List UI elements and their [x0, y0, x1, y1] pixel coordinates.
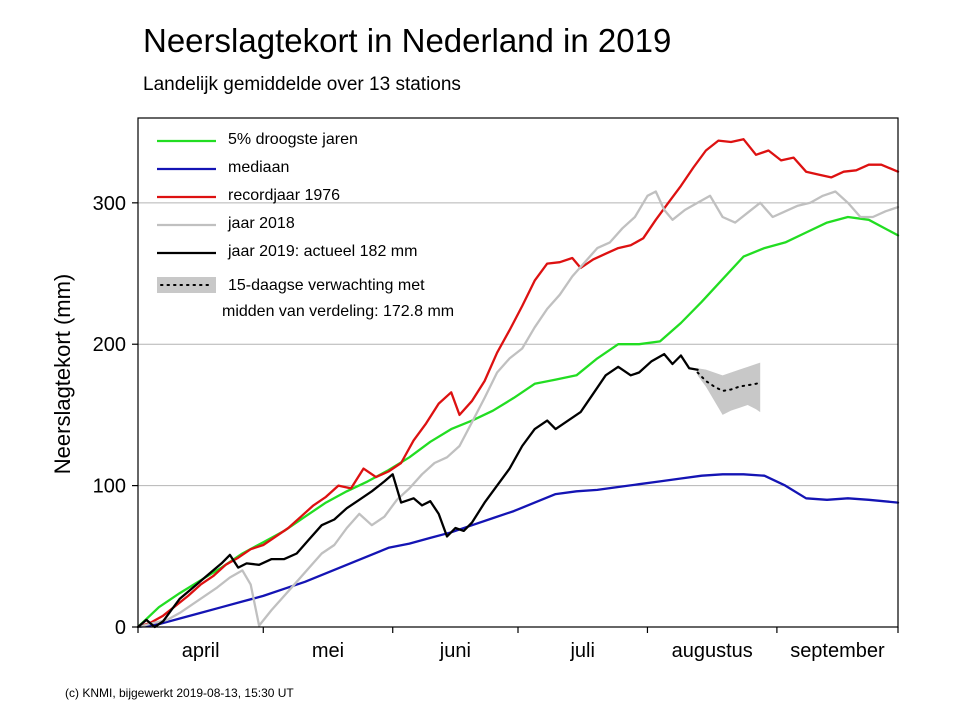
legend-label-forecast-line-2: midden van verdeling: 172.8 mm: [222, 303, 454, 320]
chart-subtitle: Landelijk gemiddelde over 13 stations: [143, 74, 461, 95]
x-tick-label-augustus: augustus: [672, 640, 753, 662]
legend: 5% droogste jaren mediaan recordjaar 1976 j…: [157, 131, 454, 320]
y-tick-label-200: 200: [93, 334, 126, 356]
legend-label-jaar-2019-actueel-182-mm: jaar 2019: actueel 182 mm: [227, 243, 417, 260]
forecast-band: [697, 362, 761, 415]
series-line-jaar-2018: [136, 190, 900, 629]
legend-label-forecast-line-1: 15-daagse verwachting met: [228, 277, 425, 294]
x-axis: april mei juni juli augustus september: [137, 627, 899, 662]
legend-label-5-droogste-jaren: 5% droogste jaren: [228, 131, 358, 148]
series-line-mediaan: [136, 473, 900, 629]
legend-label-mediaan: mediaan: [228, 159, 289, 176]
gridlines: [138, 202, 898, 487]
series-line-5-droogste-jaren: [136, 215, 900, 629]
series-line-recordjaar-1976: [136, 138, 900, 629]
y-tick-label-0: 0: [115, 617, 126, 639]
x-tick-label-mei: mei: [312, 640, 344, 662]
forecast-median-group: [696, 371, 762, 392]
legend-label-recordjaar-1976: recordjaar 1976: [228, 187, 340, 204]
x-tick-label-april: april: [182, 640, 220, 662]
forecast-band-group: [697, 362, 761, 415]
y-axis-label: Neerslagtekort (mm): [50, 274, 75, 474]
series-line-jaar-2019-actueel-182-mm: [136, 352, 699, 629]
y-tick-label-300: 300: [93, 193, 126, 215]
y-axis: 0 100 200 300: [93, 193, 138, 639]
footer-credit: (c) KNMI, bijgewerkt 2019-08-13, 15:30 U…: [65, 686, 294, 700]
x-tick-label-juli: juli: [569, 640, 594, 662]
x-tick-label-juni: juni: [439, 640, 471, 662]
x-tick-label-september: september: [790, 640, 885, 662]
y-tick-label-100: 100: [93, 476, 126, 498]
forecast-median-line: [696, 371, 762, 392]
series-lines: [136, 138, 900, 629]
legend-label-jaar-2018: jaar 2018: [227, 215, 295, 232]
chart-title: Neerslagtekort in Nederland in 2019: [143, 22, 671, 59]
